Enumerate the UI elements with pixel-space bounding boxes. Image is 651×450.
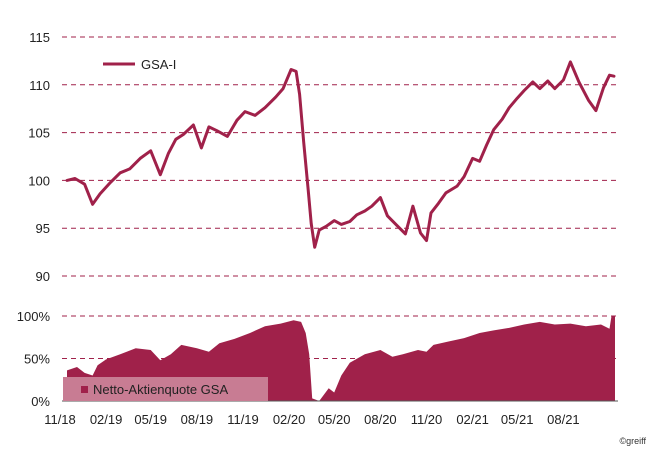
legend-swatch-aktienquote	[81, 386, 88, 393]
bottom-panel-y-tick-labels: 0% 50% 100%	[17, 309, 51, 409]
x-tick-5: 02/20	[273, 412, 306, 427]
bottom-legend: Netto-Aktienquote GSA	[63, 377, 268, 401]
x-tick-11: 08/21	[547, 412, 580, 427]
legend-label-gsa-i: GSA-I	[141, 57, 176, 72]
x-tick-6: 05/20	[318, 412, 351, 427]
x-tick-2: 05/19	[134, 412, 167, 427]
x-tick-1: 02/19	[90, 412, 123, 427]
legend-box	[63, 377, 268, 401]
x-tick-7: 08/20	[364, 412, 397, 427]
x-axis-tick-labels: 11/18 02/19 05/19 08/19 11/19 02/20 05/20 08/20…	[44, 412, 579, 427]
x-tick-0: 11/18	[44, 412, 76, 427]
x-tick-10: 05/21	[501, 412, 534, 427]
top-panel-y-tick-labels: 90 95 100 105 110 115	[28, 30, 50, 284]
bottom-y-tick-1: 50%	[24, 352, 50, 367]
top-y-tick-4: 110	[29, 78, 50, 93]
top-y-tick-5: 115	[29, 30, 50, 45]
bottom-y-tick-2: 100%	[17, 309, 51, 324]
top-y-tick-1: 95	[36, 221, 50, 236]
top-panel-gridlines	[62, 36, 618, 277]
x-tick-3: 08/19	[181, 412, 214, 427]
top-y-tick-0: 90	[36, 269, 50, 284]
top-y-tick-3: 105	[28, 126, 50, 141]
top-legend: GSA-I	[103, 57, 176, 72]
gsa-i-series-line	[65, 60, 616, 249]
bottom-y-tick-0: 0%	[31, 394, 50, 409]
x-tick-9: 02/21	[456, 412, 489, 427]
x-tick-4: 11/19	[227, 412, 259, 427]
legend-label-aktienquote: Netto-Aktienquote GSA	[93, 382, 228, 397]
top-y-tick-2: 100	[28, 173, 50, 188]
x-tick-8: 11/20	[411, 412, 443, 427]
copyright-label: ©greiff	[620, 436, 647, 446]
